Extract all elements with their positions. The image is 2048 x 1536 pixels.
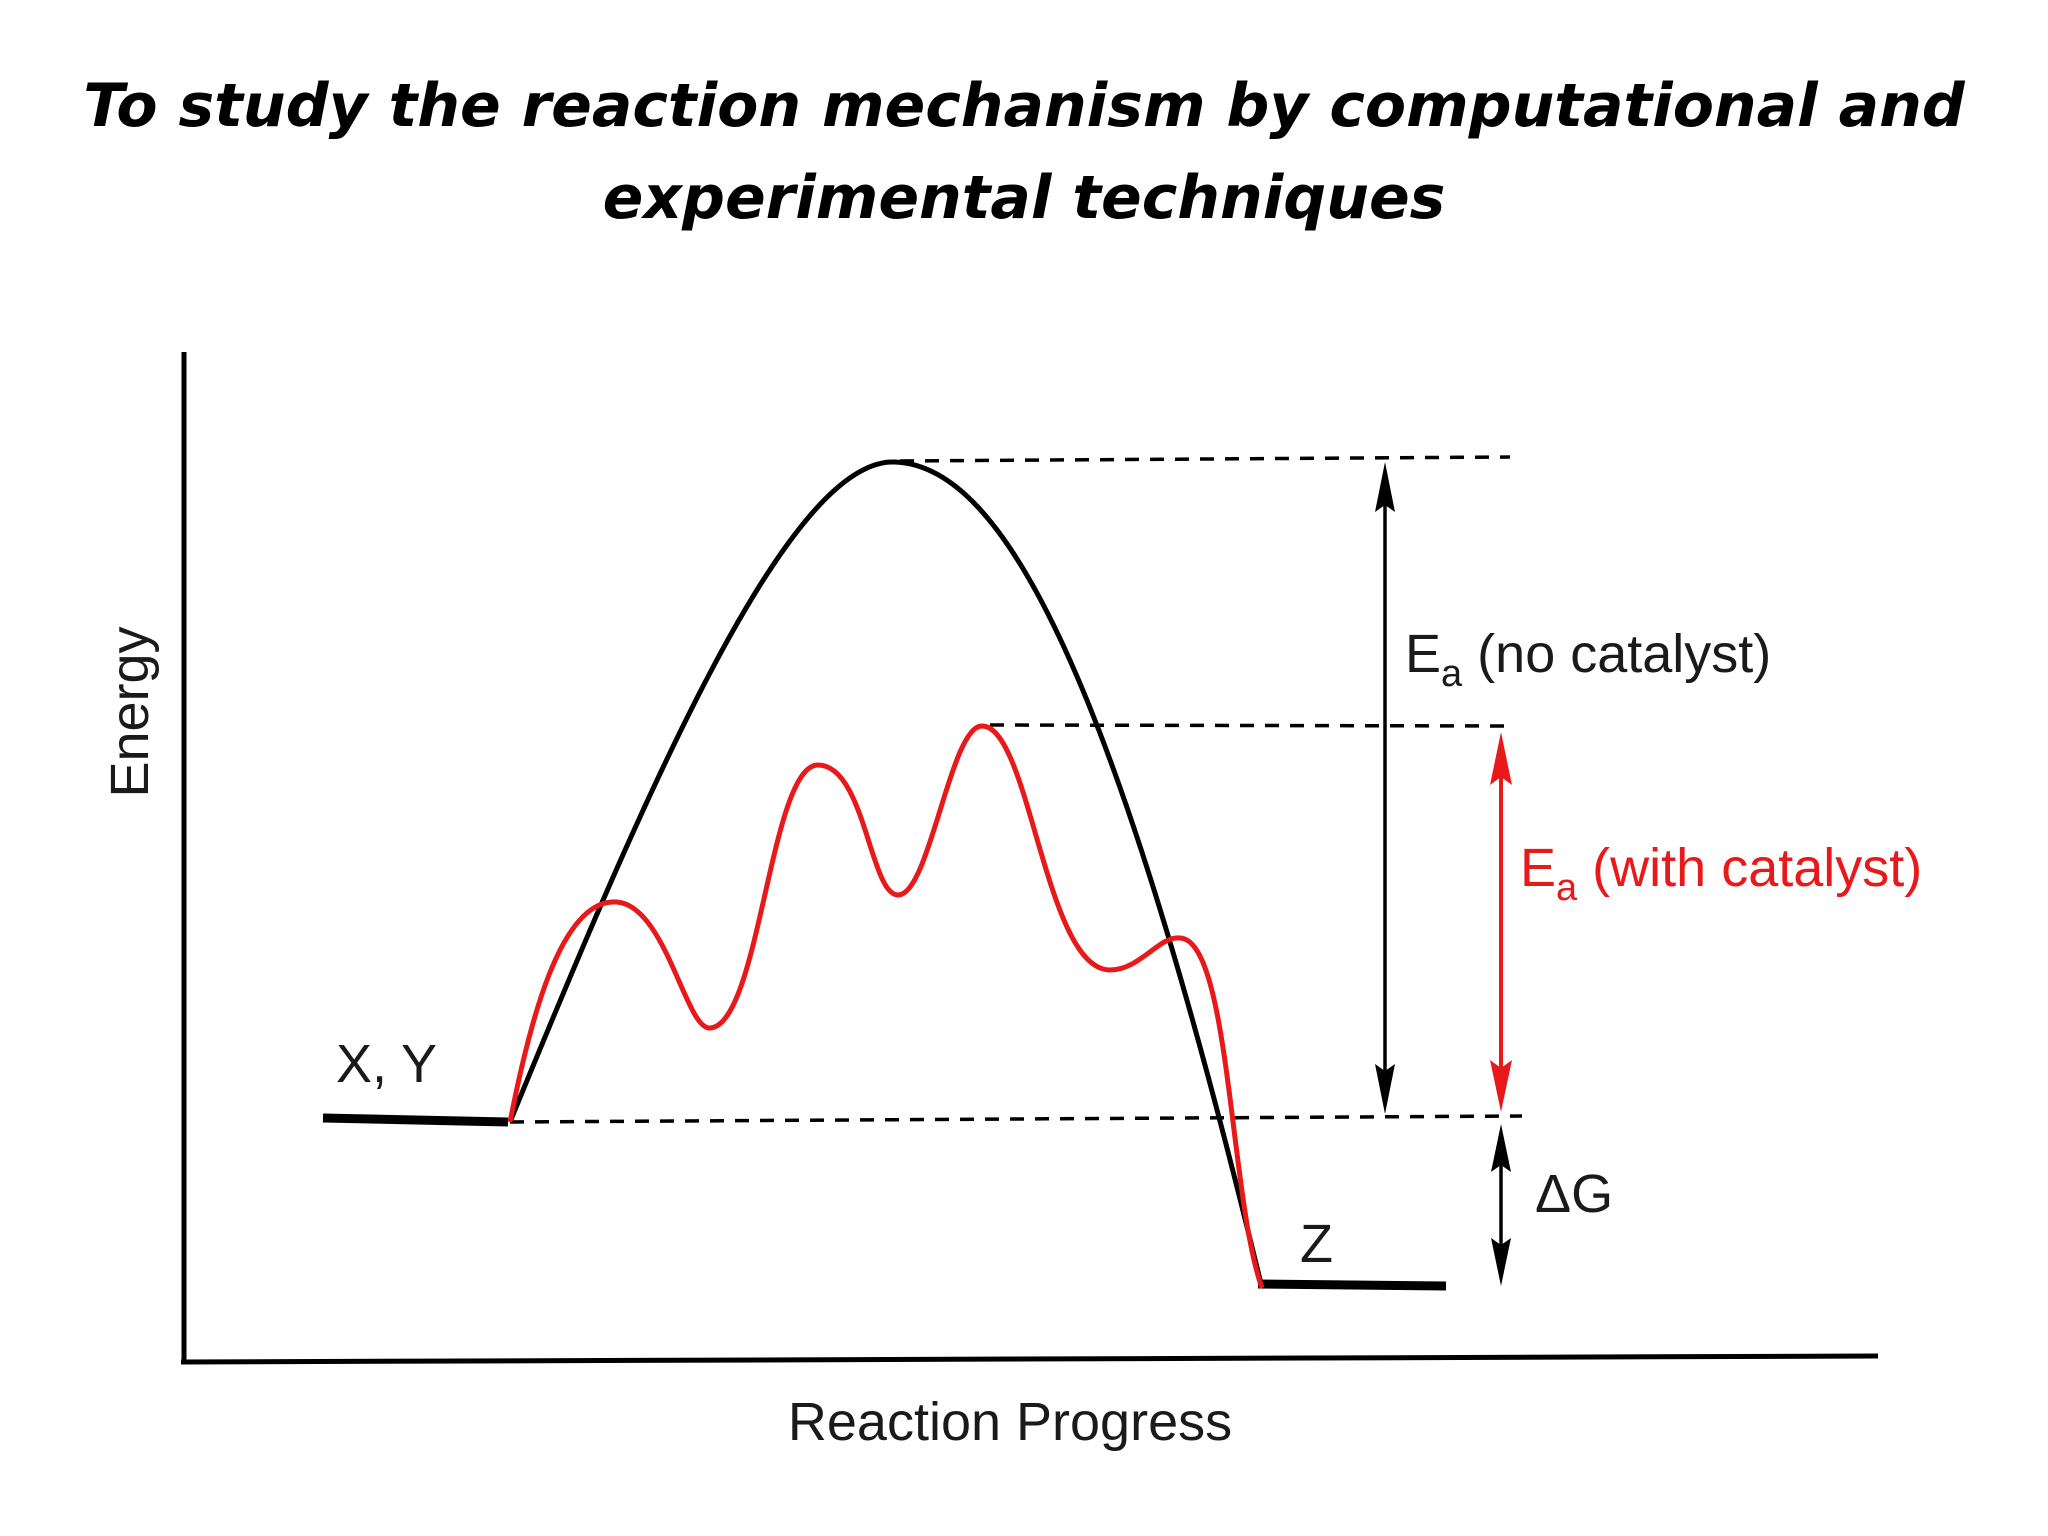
peak-dashed-line [899,455,1511,463]
ea-no-catalyst-subscript: a [1441,653,1463,695]
ea-with-catalyst-subscript: a [1556,867,1578,909]
delta-g-arrow-bottom [1491,1238,1511,1286]
ea-with-catalyst-label: Ea (with catalyst) [1520,838,1922,909]
catalyzed-peak-dashed-line [989,723,1516,728]
ea-no-catalyst-text: (no catalyst) [1462,624,1771,684]
reactant-level [322,1113,509,1127]
ea-no-catalyst-symbol: E [1405,624,1441,684]
delta-g-arrow-top [1491,1124,1511,1172]
x-axis [180,1353,1879,1365]
slide-title: To study the reaction mechanism by compu… [0,60,2048,244]
uncatalyzed-curve [507,459,1265,1289]
ea-with-catalyst-text: (with catalyst) [1577,838,1922,898]
slide-title-line2: experimental techniques [602,163,1446,233]
ea-with-catalyst-arrow-top [1490,732,1512,785]
ea-no-catalyst-label: Ea (no catalyst) [1405,624,1771,695]
ea-no-catalyst-arrow-bottom [1375,1064,1395,1114]
ea-with-catalyst-arrow-bottom [1490,1060,1512,1112]
slide-title-line1: To study the reaction mechanism by compu… [83,71,1965,141]
delta-g-label: ΔG [1535,1164,1613,1224]
ea-with-catalyst-symbol: E [1520,838,1556,898]
ea-no-catalyst-arrow-top [1375,462,1395,512]
product-level [1257,1279,1447,1291]
reactants-label: X, Y [336,1034,437,1094]
x-axis-label: Reaction Progress [788,1392,1232,1452]
product-label: Z [1300,1214,1333,1274]
reactant-level-dashed-line [509,1114,1523,1124]
y-axis-label: Energy [100,626,160,797]
catalyzed-curve [507,723,1265,1289]
